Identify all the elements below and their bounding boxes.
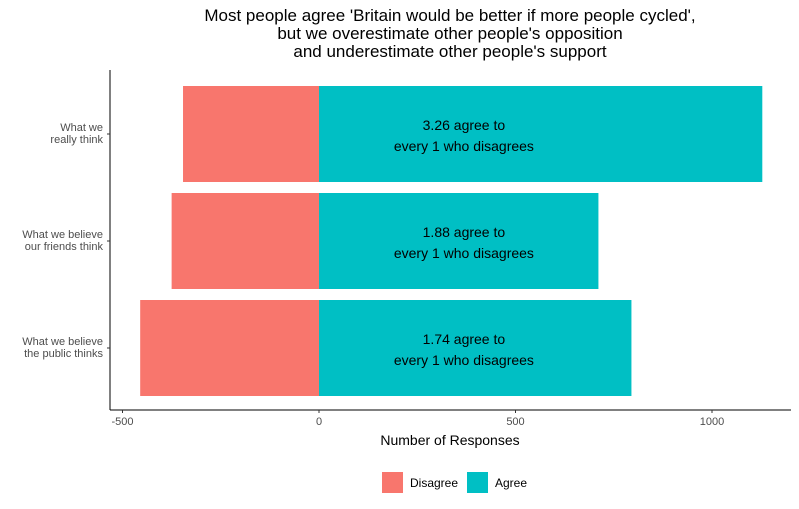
bar-labels: 3.26 agree to every 1 who disagrees 1.88 a…: [394, 117, 534, 368]
x-tick-label: 1000: [700, 416, 724, 428]
chart-title-line: Most people agree 'Britain would be bett…: [204, 6, 695, 25]
bar-label: 3.26 agree to: [423, 117, 506, 133]
bar-label: 1.88 agree to: [423, 224, 506, 240]
legend: Disagree Agree: [382, 472, 527, 493]
x-tick-label: -500: [111, 416, 133, 428]
x-tick-label: 500: [506, 416, 524, 428]
bar-agree-2: [319, 300, 632, 396]
category-label: the public thinks: [24, 348, 103, 360]
x-axis-title: Number of Responses: [380, 432, 519, 448]
legend-label-disagree: Disagree: [410, 476, 458, 490]
chart-title-line: but we overestimate other people's oppos…: [277, 24, 622, 43]
bar-label: every 1 who disagrees: [394, 138, 534, 154]
category-label: really think: [50, 134, 103, 146]
bar-label: every 1 who disagrees: [394, 245, 534, 261]
legend-label-agree: Agree: [495, 476, 527, 490]
legend-swatch-agree: [467, 472, 488, 493]
bar-agree-1: [319, 193, 599, 289]
legend-swatch-disagree: [382, 472, 403, 493]
category-label: What we believe: [22, 229, 103, 241]
chart-title-line: and underestimate other people's support: [293, 42, 607, 61]
bar-disagree-0: [183, 86, 319, 182]
x-ticks: -500 0 500 1000: [111, 410, 724, 428]
bar-disagree-2: [140, 300, 319, 396]
chart-title: Most people agree 'Britain would be bett…: [204, 6, 695, 61]
category-label: What we believe: [22, 336, 103, 348]
bar-label: 1.74 agree to: [423, 331, 506, 347]
bar-disagree-1: [171, 193, 319, 289]
bars: [140, 86, 763, 396]
bar-agree-0: [319, 86, 763, 182]
x-tick-label: 0: [316, 416, 322, 428]
category-label: What we: [60, 122, 103, 134]
bar-label: every 1 who disagrees: [394, 352, 534, 368]
axes: [109, 70, 791, 411]
category-label: our friends think: [25, 241, 104, 253]
